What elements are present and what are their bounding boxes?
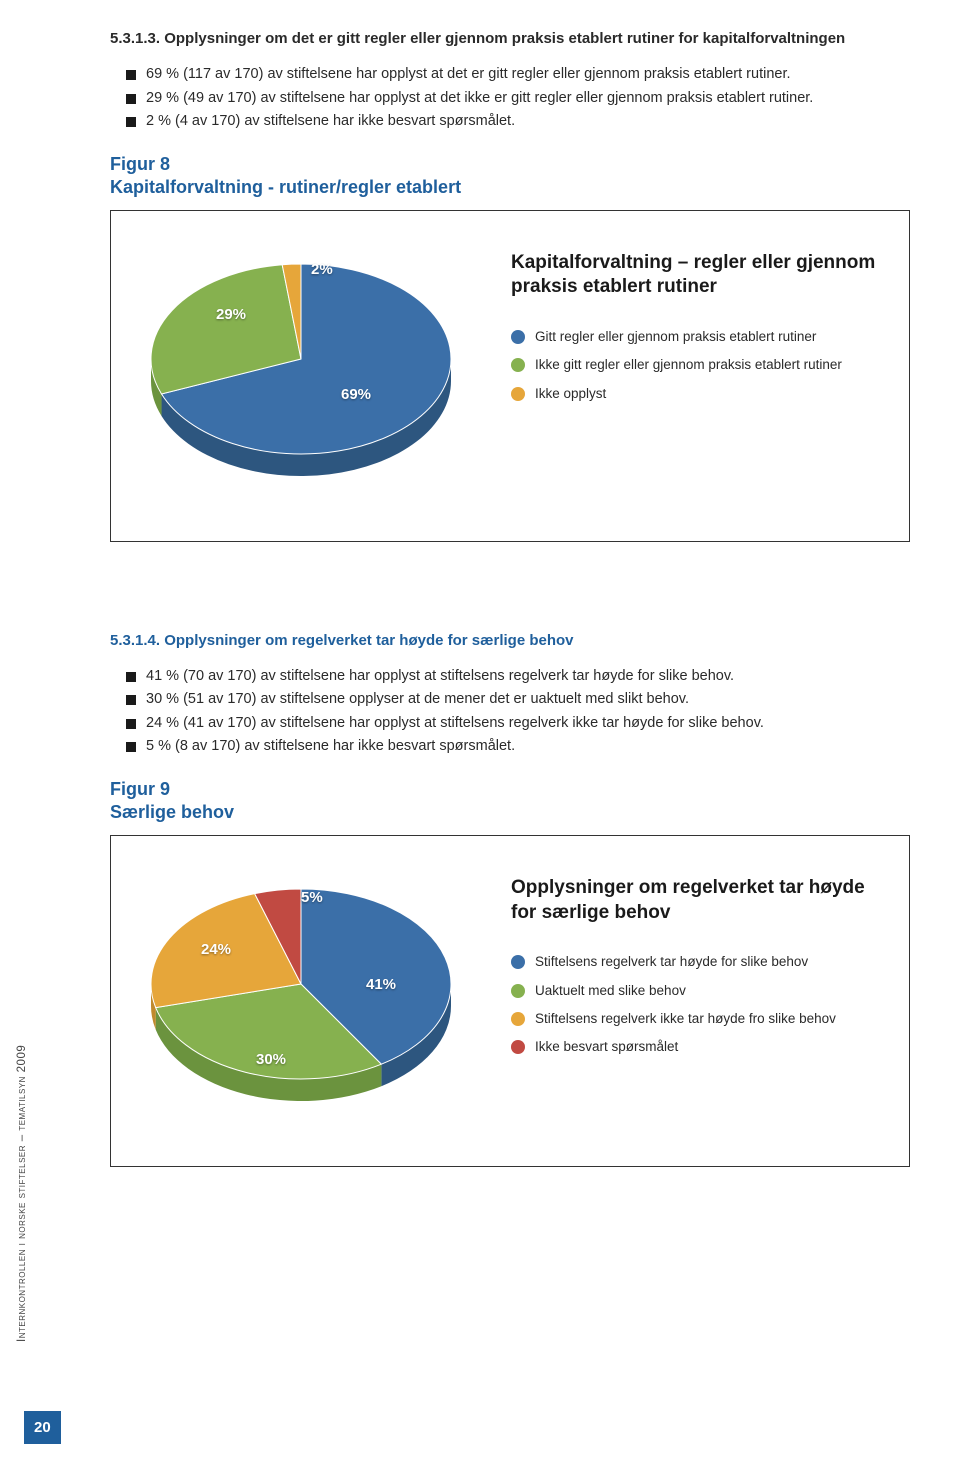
list-item: 29 % (49 av 170) av stiftelsene har oppl…	[126, 89, 910, 109]
pie-slice-label: 2%	[311, 261, 333, 278]
legend-item: Ikke opplyst	[511, 385, 879, 403]
chart-box-1: 69% 29% 2% Kapitalforvaltning – regler ell…	[110, 210, 910, 542]
pie-chart-2: 41% 30% 24% 5%	[141, 866, 481, 1126]
pie-chart-1: 69% 29% 2%	[141, 241, 481, 501]
legend-dot	[511, 1040, 525, 1054]
list-item: 2 % (4 av 170) av stiftelsene har ikke b…	[126, 112, 910, 132]
legend-text: Stiftelsens regelverk tar høyde for slik…	[535, 953, 808, 971]
legend-text: Ikke opplyst	[535, 385, 606, 403]
section-text-2: Opplysninger om regelverket tar høyde fo…	[164, 632, 573, 649]
legend-item: Ikke gitt regler eller gjennom praksis e…	[511, 356, 879, 374]
list-item: 5 % (8 av 170) av stiftelsene har ikke b…	[126, 737, 910, 757]
list-item: 69 % (117 av 170) av stiftelsene har opp…	[126, 65, 910, 85]
sidebar-footer-text: Internkontrollen i norske stiftelser – t…	[16, 1045, 28, 1342]
legend-item: Stiftelsens regelverk tar høyde for slik…	[511, 953, 879, 971]
pie-slice-label: 29%	[216, 306, 246, 323]
legend-dot	[511, 955, 525, 969]
figure-label-2: Figur 9	[110, 779, 910, 800]
pie-slice-label: 69%	[341, 386, 371, 403]
section-text-1: Opplysninger om det er gitt regler eller…	[164, 30, 845, 47]
legend-text: Ikke gitt regler eller gjennom praksis e…	[535, 356, 842, 374]
pie-slice-label: 24%	[201, 941, 231, 958]
legend-dot	[511, 358, 525, 372]
legend-dot	[511, 1012, 525, 1026]
section-num-1: 5.3.1.3.	[110, 30, 160, 47]
figure-label-1: Figur 8	[110, 154, 910, 175]
list-item: 24 % (41 av 170) av stiftelsene har oppl…	[126, 714, 910, 734]
legend-title-1: Kapitalforvaltning – regler eller gjenno…	[511, 251, 879, 300]
section-heading-2: 5.3.1.4. Opplysninger om regelverket tar…	[110, 632, 910, 649]
legend-dot	[511, 984, 525, 998]
legend-text: Gitt regler eller gjennom praksis etable…	[535, 328, 816, 346]
legend-item: Gitt regler eller gjennom praksis etable…	[511, 328, 879, 346]
legend-item: Uaktuelt med slike behov	[511, 982, 879, 1000]
legend-text: Stiftelsens regelverk ikke tar høyde fro…	[535, 1010, 836, 1028]
bullet-list-2: 41 % (70 av 170) av stiftelsene har oppl…	[110, 667, 910, 757]
section-num-2: 5.3.1.4.	[110, 632, 160, 649]
pie-slice-label: 41%	[366, 976, 396, 993]
legend-text: Uaktuelt med slike behov	[535, 982, 686, 1000]
legend-item: Stiftelsens regelverk ikke tar høyde fro…	[511, 1010, 879, 1028]
list-item: 41 % (70 av 170) av stiftelsene har oppl…	[126, 667, 910, 687]
chart-box-2: 41% 30% 24% 5% Opplysninger om regelverket …	[110, 835, 910, 1167]
legend-item: Ikke besvart spørsmålet	[511, 1038, 879, 1056]
legend-dot	[511, 330, 525, 344]
page-number: 20	[24, 1411, 61, 1444]
legend-dot	[511, 387, 525, 401]
section-heading-1: 5.3.1.3. Opplysninger om det er gitt reg…	[110, 30, 910, 47]
pie-slice-label: 5%	[301, 889, 323, 906]
list-item: 30 % (51 av 170) av stiftelsene opplyser…	[126, 690, 910, 710]
legend-1: Kapitalforvaltning – regler eller gjenno…	[511, 241, 879, 413]
bullet-list-1: 69 % (117 av 170) av stiftelsene har opp…	[110, 65, 910, 132]
legend-2: Opplysninger om regelverket tar høyde fo…	[511, 866, 879, 1066]
legend-title-2: Opplysninger om regelverket tar høyde fo…	[511, 876, 879, 925]
legend-text: Ikke besvart spørsmålet	[535, 1038, 678, 1056]
pie-slice-label: 30%	[256, 1051, 286, 1068]
figure-subtitle-2: Særlige behov	[110, 802, 910, 823]
figure-subtitle-1: Kapitalforvaltning - rutiner/regler etab…	[110, 177, 910, 198]
